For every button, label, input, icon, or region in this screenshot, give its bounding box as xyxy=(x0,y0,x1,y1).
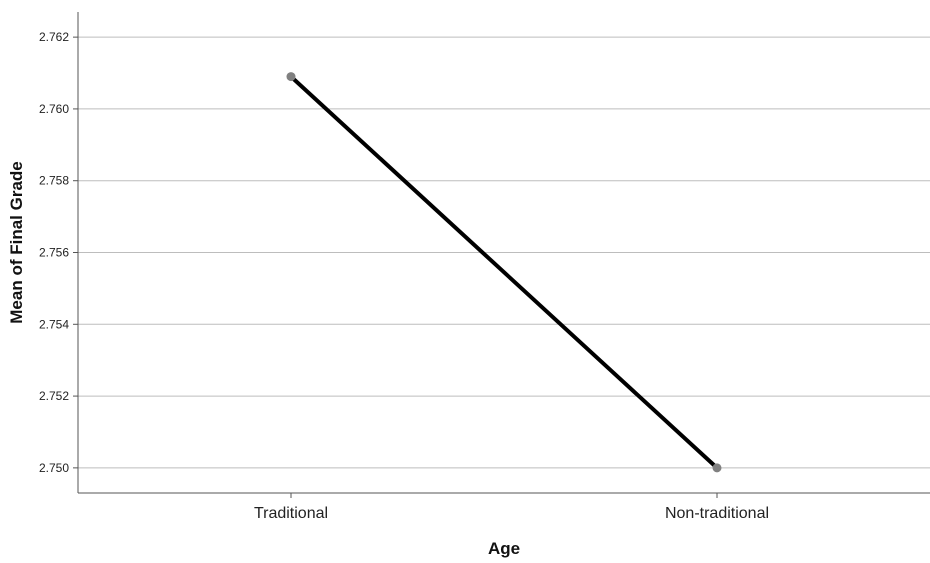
series-group xyxy=(286,72,722,473)
y-tick-label: 2.756 xyxy=(39,246,69,260)
y-tick-label: 2.754 xyxy=(39,317,69,331)
y-tick-label: 2.760 xyxy=(39,102,69,116)
x-axis-title: Age xyxy=(488,539,520,558)
y-tick-label: 2.752 xyxy=(39,389,69,403)
data-point xyxy=(712,463,722,473)
y-tick-label: 2.750 xyxy=(39,461,69,475)
data-point xyxy=(286,72,296,82)
y-axis-ticks: 2.750 2.752 2.754 2.756 2.758 2.760 2.762 xyxy=(39,30,78,475)
x-tick-label: Traditional xyxy=(254,505,328,522)
y-tick-label: 2.762 xyxy=(39,30,69,44)
x-tick-label: Non-traditional xyxy=(665,505,769,522)
x-axis-ticks: Traditional Non-traditional xyxy=(254,493,769,522)
gridlines xyxy=(78,36,930,469)
series-line xyxy=(289,74,719,470)
y-axis-title: Mean of Final Grade xyxy=(7,161,26,323)
y-tick-label: 2.758 xyxy=(39,174,69,188)
